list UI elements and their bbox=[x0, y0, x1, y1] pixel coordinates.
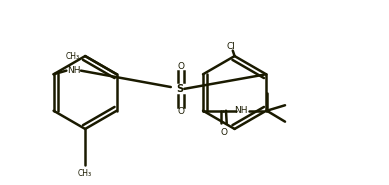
Text: CH₃: CH₃ bbox=[78, 169, 92, 178]
Text: S: S bbox=[176, 84, 184, 94]
Text: O: O bbox=[177, 107, 184, 116]
Text: NH: NH bbox=[235, 106, 248, 115]
Text: O: O bbox=[177, 62, 184, 71]
Text: O: O bbox=[221, 128, 228, 137]
Text: NH: NH bbox=[67, 66, 81, 75]
Text: Cl: Cl bbox=[226, 42, 235, 51]
Text: CH₃: CH₃ bbox=[66, 52, 80, 60]
